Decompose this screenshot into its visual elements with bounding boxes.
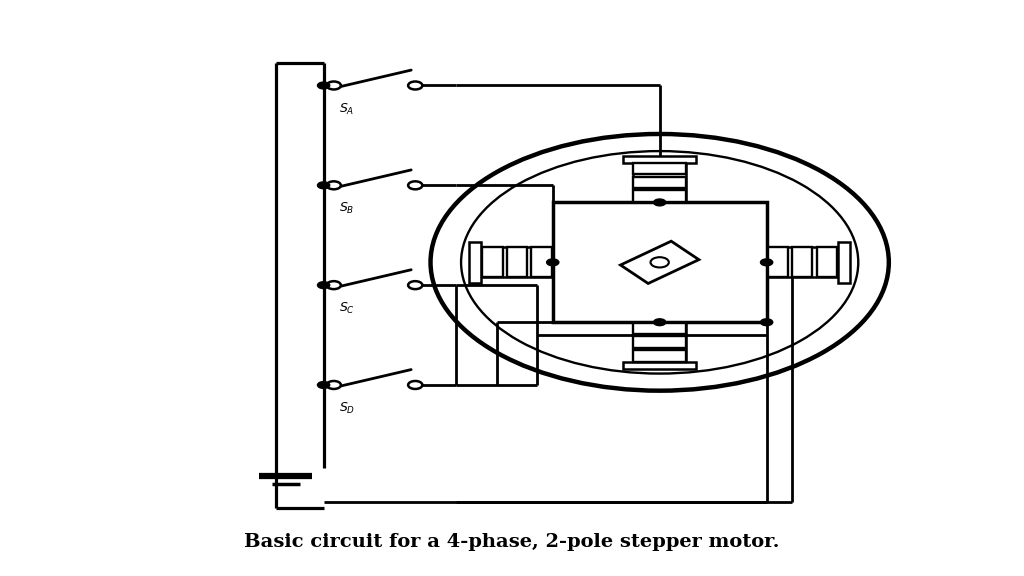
Circle shape <box>327 281 341 289</box>
Bar <box>633 163 686 175</box>
Circle shape <box>327 381 341 389</box>
Bar <box>507 248 527 277</box>
Circle shape <box>327 181 341 190</box>
Circle shape <box>430 134 889 391</box>
Circle shape <box>317 182 330 189</box>
Bar <box>623 362 696 369</box>
Bar <box>553 202 767 322</box>
Bar <box>531 248 552 277</box>
Bar <box>469 242 481 283</box>
Bar <box>481 248 553 277</box>
Bar <box>633 336 686 348</box>
Bar <box>633 323 686 334</box>
Circle shape <box>653 319 666 325</box>
Circle shape <box>761 319 773 325</box>
Circle shape <box>317 282 330 289</box>
Circle shape <box>761 259 773 266</box>
Circle shape <box>653 199 666 206</box>
Circle shape <box>409 181 422 190</box>
Bar <box>768 248 788 277</box>
Circle shape <box>317 82 330 89</box>
Bar <box>793 248 812 277</box>
Bar <box>816 248 837 277</box>
Circle shape <box>327 81 341 89</box>
Text: $S_{A}$: $S_{A}$ <box>339 101 354 116</box>
Circle shape <box>317 381 330 388</box>
Text: $S_{B}$: $S_{B}$ <box>339 201 354 217</box>
Bar <box>623 156 696 162</box>
Circle shape <box>461 151 858 374</box>
Circle shape <box>409 281 422 289</box>
Circle shape <box>547 259 559 266</box>
Circle shape <box>409 381 422 389</box>
Text: Basic circuit for a 4-phase, 2-pole stepper motor.: Basic circuit for a 4-phase, 2-pole step… <box>245 533 779 551</box>
Bar <box>633 322 686 362</box>
Text: $S_{D}$: $S_{D}$ <box>339 401 355 416</box>
Bar <box>838 242 850 283</box>
Bar <box>482 248 503 277</box>
Bar <box>633 350 686 362</box>
Bar <box>633 191 686 202</box>
FancyBboxPatch shape <box>621 241 698 283</box>
Bar <box>633 177 686 188</box>
Bar <box>767 248 838 277</box>
Text: $S_{C}$: $S_{C}$ <box>339 301 355 316</box>
Bar <box>633 162 686 202</box>
Circle shape <box>409 81 422 89</box>
